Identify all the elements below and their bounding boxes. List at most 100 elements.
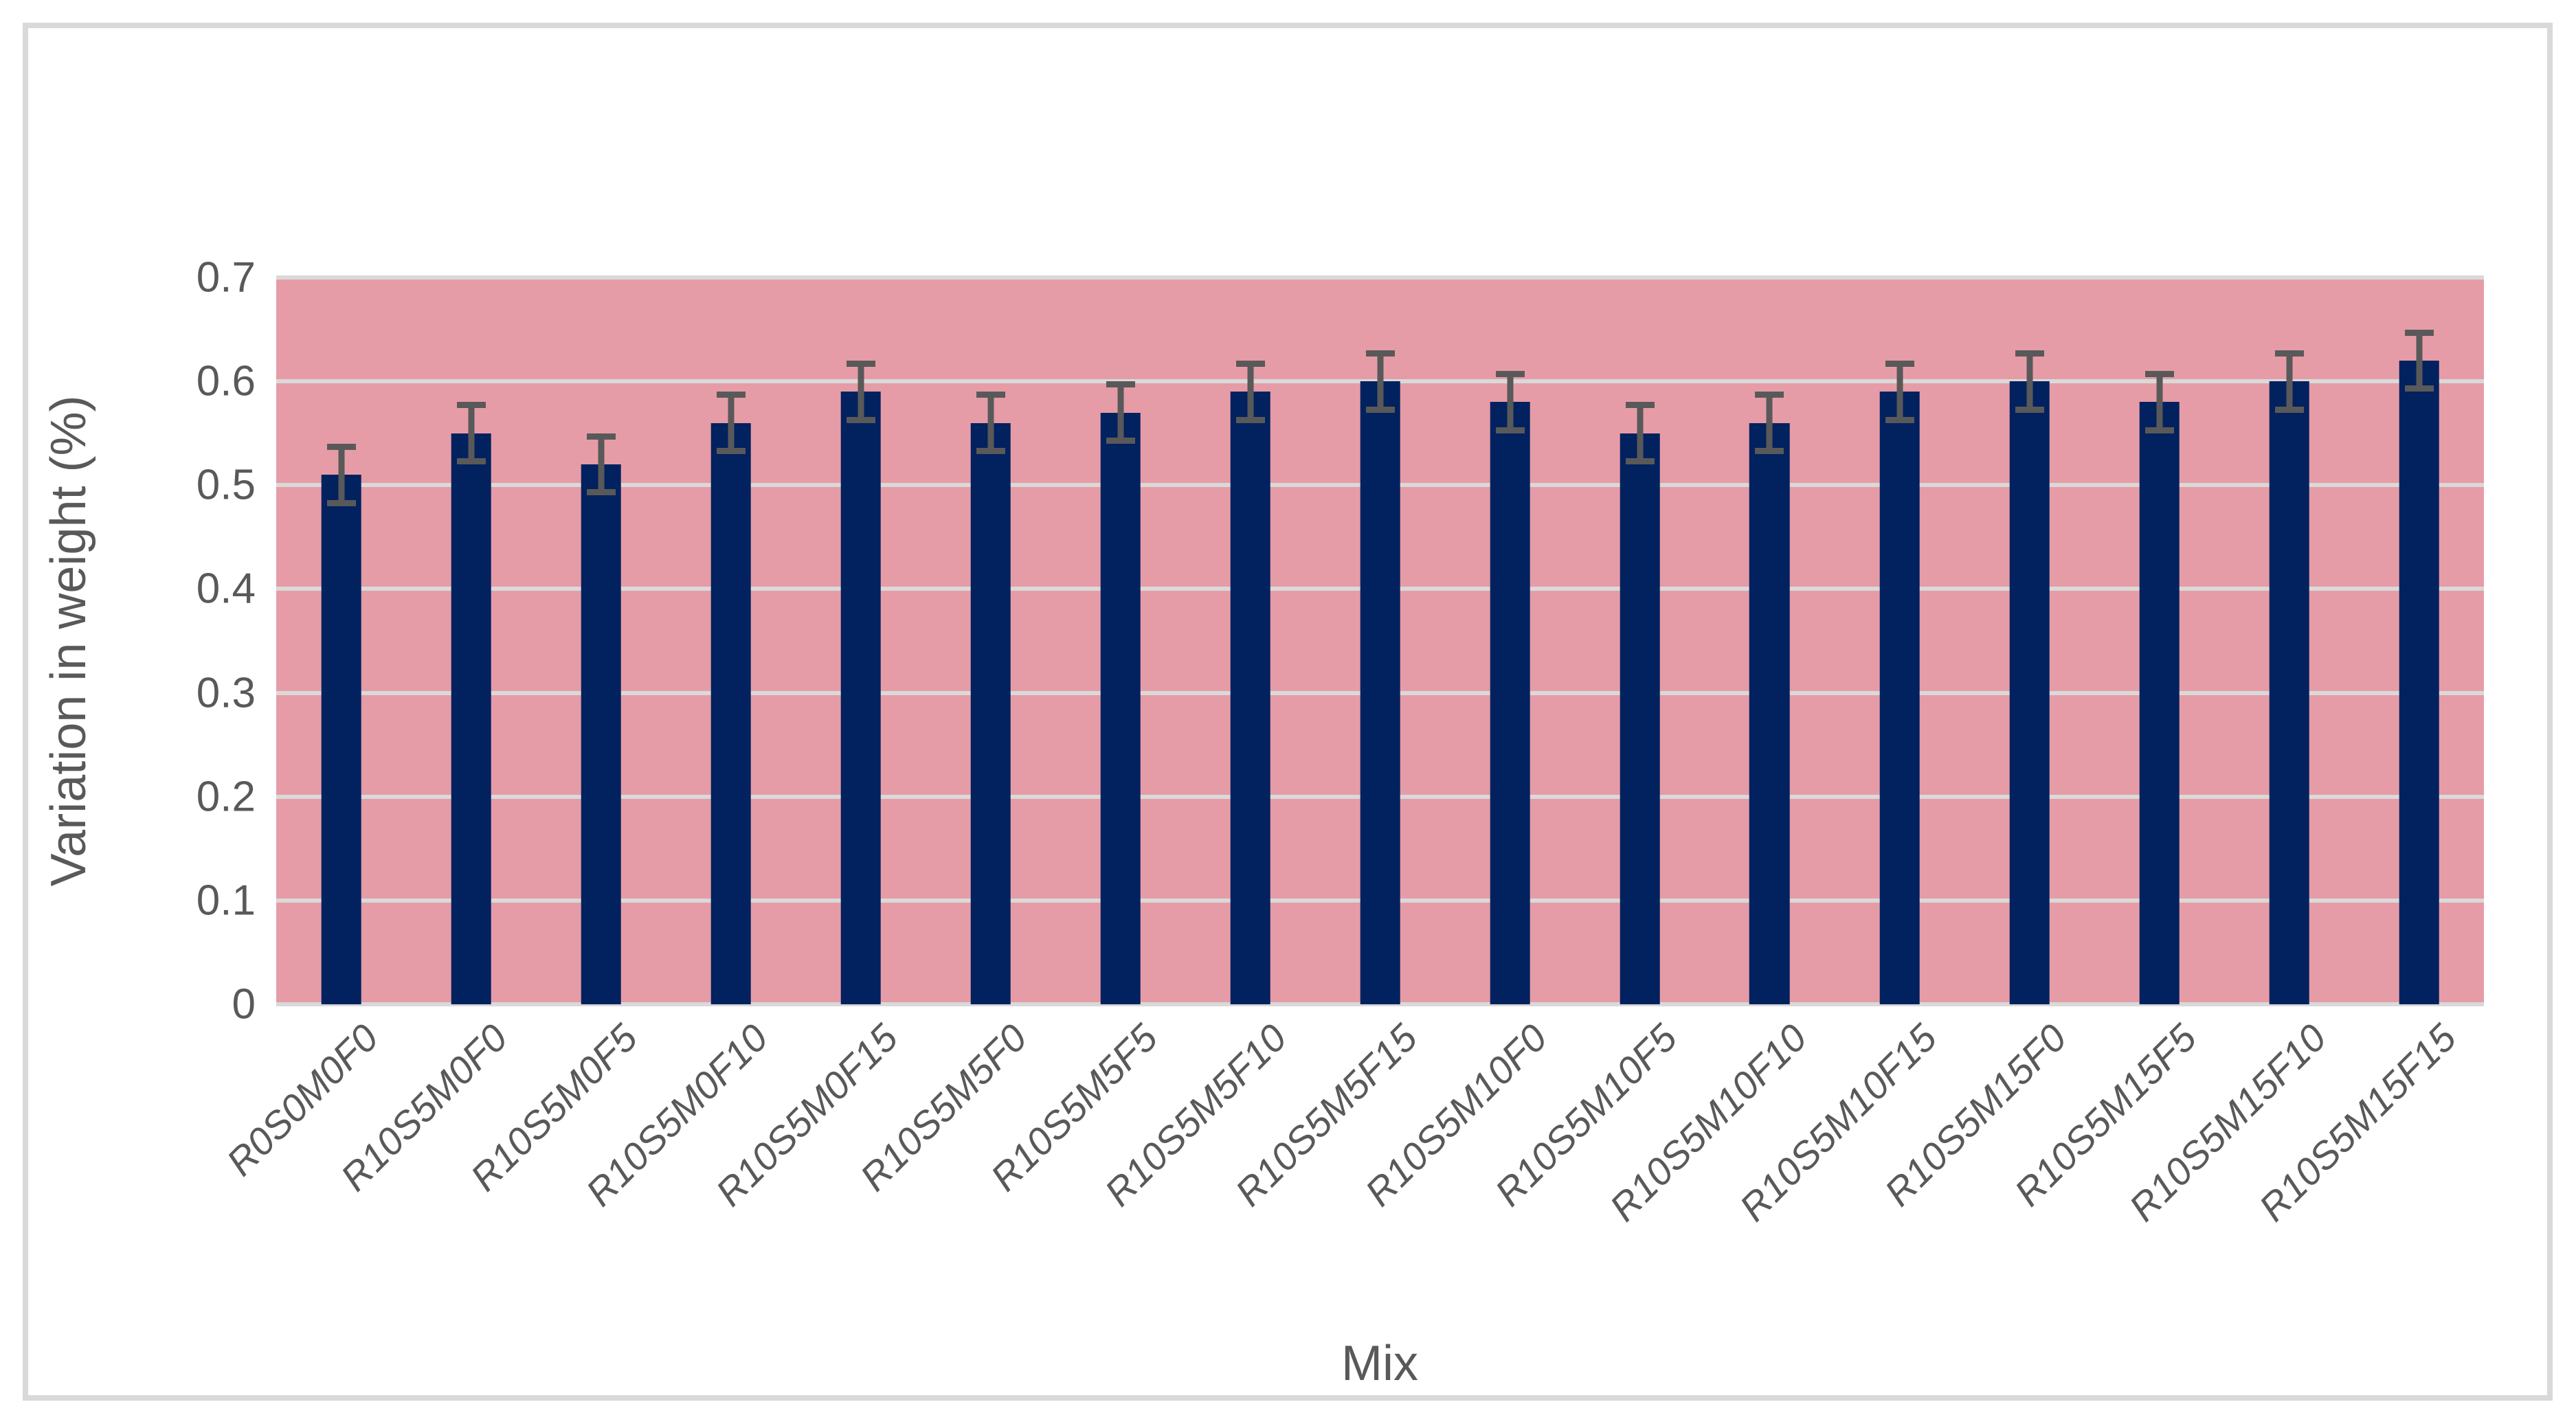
error-bar-stem — [598, 433, 604, 496]
category-slot — [796, 278, 926, 1004]
error-bar-cap-bottom — [2015, 406, 2044, 413]
y-tick-label: 0.1 — [196, 877, 256, 925]
error-bar-cap-top — [1106, 381, 1135, 388]
bar-R10S5M15F10 — [2269, 381, 2309, 1004]
y-axis-tick-labels: 0 0.1 0.2 0.3 0.4 0.5 0.6 0.7 — [0, 254, 256, 1028]
error-bar-R10S5M5F15 — [1365, 350, 1395, 413]
error-bar-cap-top — [326, 443, 356, 450]
error-bar-stem — [2286, 350, 2292, 413]
bar-R10S5M10F5 — [1620, 433, 1660, 1004]
error-bar-R0S0M0F0 — [326, 443, 356, 506]
category-slot — [1185, 278, 1315, 1004]
error-bar-cap-top — [1235, 360, 1265, 367]
error-bar-stem — [338, 443, 344, 506]
category-slot — [666, 278, 796, 1004]
y-axis-title: Variation in weight (%) — [41, 395, 96, 887]
error-bar-cap-bottom — [976, 447, 1005, 454]
category-slot — [1835, 278, 1964, 1004]
error-bar-R10S5M0F10 — [716, 392, 746, 454]
error-bar-cap-bottom — [2404, 385, 2434, 392]
error-bar-stem — [858, 360, 864, 423]
y-tick-label: 0.3 — [196, 669, 256, 717]
error-bar-cap-bottom — [1625, 458, 1655, 465]
error-bar-R10S5M5F10 — [1235, 360, 1265, 423]
gridline — [276, 275, 2484, 280]
error-bar-cap-bottom — [1106, 437, 1135, 444]
error-bar-R10S5M10F10 — [1755, 392, 1784, 454]
error-bar-cap-top — [1495, 371, 1525, 378]
bar-R10S5M5F0 — [970, 422, 1011, 1004]
bar-R0S0M0F0 — [321, 475, 361, 1004]
category-slot — [1964, 278, 2094, 1004]
error-bar-R10S5M15F0 — [2015, 350, 2044, 413]
category-slot — [2224, 278, 2354, 1004]
category-slot — [1055, 278, 1185, 1004]
error-bar-cap-bottom — [2144, 427, 2174, 433]
error-bar-cap-top — [846, 360, 875, 367]
bar-R10S5M15F15 — [2399, 360, 2439, 1004]
bar-R10S5M10F10 — [1749, 422, 1790, 1004]
bar-R10S5M0F5 — [581, 464, 621, 1004]
error-bar-cap-top — [2274, 350, 2304, 357]
error-bar-R10S5M10F5 — [1625, 402, 1655, 465]
error-bar-stem — [1117, 381, 1123, 444]
y-tick-label: 0.5 — [196, 461, 256, 509]
error-bar-cap-top — [2404, 329, 2434, 336]
error-bar-cap-top — [456, 402, 486, 409]
error-bar-cap-bottom — [586, 489, 616, 496]
error-bar-cap-bottom — [1885, 416, 1914, 423]
bar-R10S5M15F0 — [2009, 381, 2050, 1004]
error-bar-stem — [1247, 360, 1253, 423]
error-bar-cap-top — [586, 433, 616, 440]
category-slot — [276, 278, 406, 1004]
error-bar-cap-top — [2015, 350, 2044, 357]
error-bar-stem — [2416, 329, 2422, 392]
error-bar-stem — [2156, 371, 2162, 433]
bar-R10S5M10F15 — [1879, 392, 1920, 1004]
error-bar-R10S5M10F15 — [1885, 360, 1914, 423]
error-bar-R10S5M15F5 — [2144, 371, 2174, 433]
error-bar-stem — [1507, 371, 1513, 433]
x-axis-title: Mix — [1341, 1336, 1418, 1391]
plot-area — [276, 275, 2484, 1006]
error-bar-cap-bottom — [1235, 416, 1265, 423]
category-slot — [2354, 278, 2484, 1004]
bar-R10S5M10F0 — [1490, 402, 1530, 1004]
bar-R10S5M0F15 — [840, 392, 881, 1004]
bar-R10S5M5F5 — [1100, 412, 1141, 1004]
error-bar-cap-top — [1365, 350, 1395, 357]
bar-R10S5M0F10 — [710, 422, 751, 1004]
error-bar-cap-top — [1625, 402, 1655, 409]
error-bar-R10S5M15F15 — [2404, 329, 2434, 392]
error-bar-stem — [1377, 350, 1383, 413]
category-slot — [1575, 278, 1705, 1004]
error-bar-cap-top — [1755, 392, 1784, 398]
error-bar-R10S5M0F0 — [456, 402, 486, 465]
error-bar-cap-bottom — [1755, 447, 1784, 454]
error-bar-R10S5M15F10 — [2274, 350, 2304, 413]
error-bar-R10S5M10F0 — [1495, 371, 1525, 433]
category-slot — [2094, 278, 2224, 1004]
error-bar-stem — [1637, 402, 1643, 465]
error-bar-stem — [468, 402, 474, 465]
error-bar-stem — [728, 392, 734, 454]
y-tick-label: 0.6 — [196, 357, 256, 405]
bar-R10S5M15F5 — [2139, 402, 2180, 1004]
error-bar-cap-bottom — [716, 447, 746, 454]
error-bar-cap-bottom — [1495, 427, 1525, 433]
y-tick-label: 0.7 — [196, 253, 256, 302]
error-bar-R10S5M5F0 — [976, 392, 1005, 454]
error-bar-cap-top — [2144, 371, 2174, 378]
error-bar-stem — [987, 392, 994, 454]
error-bar-stem — [2026, 350, 2032, 413]
bar-R10S5M0F0 — [451, 433, 491, 1004]
error-bar-stem — [1896, 360, 1903, 423]
category-slot — [1315, 278, 1445, 1004]
error-bar-cap-bottom — [846, 416, 875, 423]
category-slot — [406, 278, 536, 1004]
gridline — [276, 1002, 2484, 1006]
error-bar-cap-bottom — [326, 499, 356, 506]
error-bar-cap-bottom — [456, 458, 486, 465]
category-slot — [926, 278, 1055, 1004]
bar-R10S5M5F15 — [1360, 381, 1400, 1004]
